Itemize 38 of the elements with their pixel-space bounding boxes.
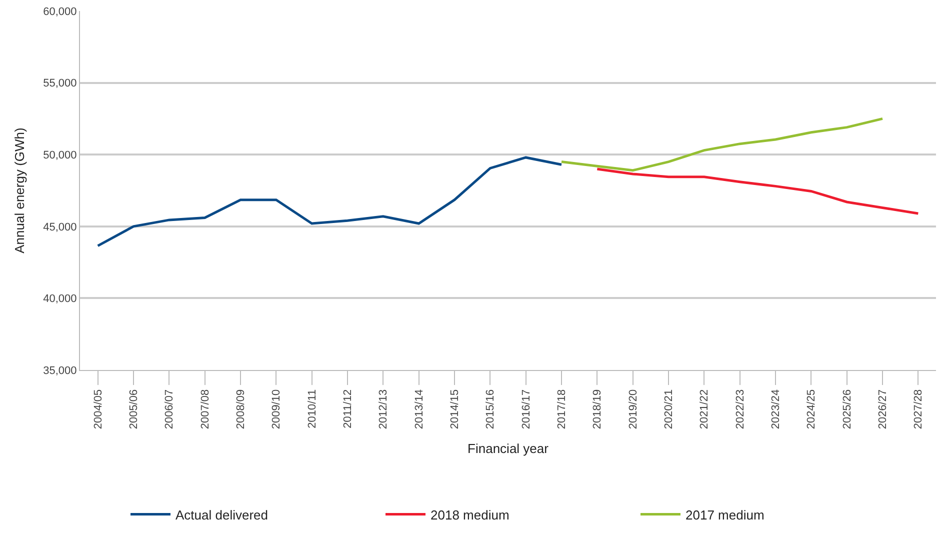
x-tick-label: 2026/27	[877, 389, 890, 430]
y-tick-label: 55,000	[43, 78, 77, 90]
legend-label: Actual delivered	[176, 507, 268, 522]
line-series	[96, 156, 563, 248]
y-tick-label: 50,000	[43, 149, 77, 162]
x-tick-label: 2023/24	[770, 389, 782, 430]
legend-label: 2018 medium	[430, 507, 510, 522]
line-series	[596, 168, 920, 215]
x-tick-label: 2027/28	[912, 389, 925, 430]
x-tick-label: 2021/22	[698, 389, 711, 430]
x-tick-label: 2019/20	[627, 389, 640, 430]
y-tick-label: 45,000	[43, 221, 77, 234]
x-tick-label: 2025/26	[841, 389, 854, 430]
legend-label: 2017 medium	[686, 507, 764, 522]
x-tick-label: 2013/14	[413, 389, 426, 430]
x-tick-label: 2005/06	[128, 389, 140, 430]
y-tick-label: 40,000	[43, 293, 77, 306]
x-tick-label: 2024/25	[806, 389, 818, 430]
x-tick-label: 2014/15	[449, 389, 462, 430]
y-tick-label: 60,000	[43, 6, 77, 18]
x-tick-label: 2008/09	[235, 389, 248, 430]
y-tick-label: 35,000	[43, 364, 77, 377]
x-tick-label: 2009/10	[270, 389, 283, 430]
x-tick-label: 2010/11	[306, 389, 318, 428]
x-tick-label: 2004/05	[92, 389, 104, 430]
x-tick-label: 2007/08	[199, 389, 212, 430]
y-axis-title: Annual energy (GWh)	[12, 128, 28, 254]
x-tick-label: 2020/21	[663, 389, 676, 430]
x-tick-label: 2006/07	[164, 389, 176, 430]
x-tick-label: 2016/17	[520, 389, 532, 430]
x-tick-label: 2018/19	[592, 389, 604, 430]
x-tick-label: 2022/23	[734, 389, 746, 430]
x-tick-label: 2017/18	[556, 389, 568, 430]
x-tick-label: 2011/12	[342, 389, 354, 428]
line-series	[560, 117, 884, 172]
x-tick-label: 2015/16	[484, 389, 497, 430]
x-axis-title: Financial year	[468, 440, 550, 456]
x-tick-label: 2012/13	[378, 389, 390, 430]
